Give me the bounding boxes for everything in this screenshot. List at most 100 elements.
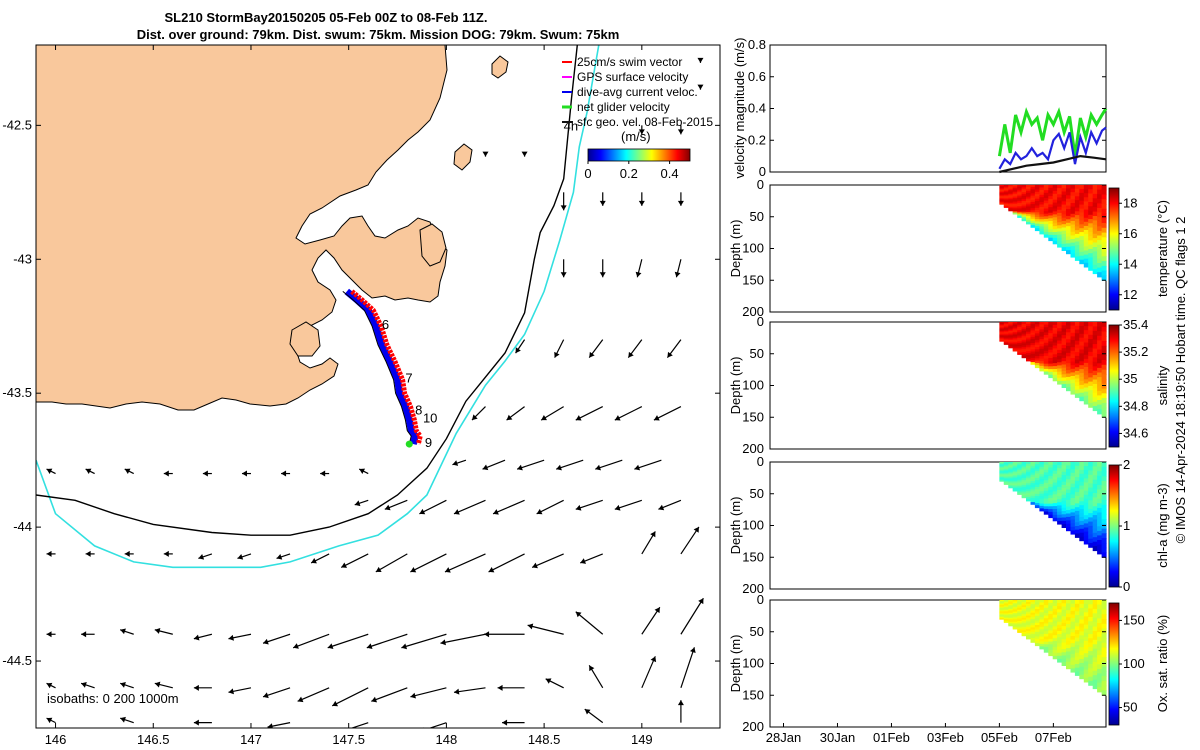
section-cell xyxy=(999,609,1005,612)
section-cell xyxy=(1034,622,1040,626)
section-cell xyxy=(1057,517,1063,522)
section-cell xyxy=(1008,200,1014,203)
section-cell xyxy=(1034,643,1040,647)
section-cell xyxy=(1061,367,1067,372)
section-cell xyxy=(1092,361,1098,367)
section-cell xyxy=(1088,600,1094,605)
section-cell xyxy=(1097,512,1103,518)
section-cell xyxy=(1057,377,1063,382)
current-vector-arrow xyxy=(674,259,682,278)
section-cell xyxy=(1057,356,1063,360)
section-cell xyxy=(1003,474,1009,476)
section-cell xyxy=(1012,607,1018,610)
section-cell xyxy=(1003,475,1009,478)
section-cell xyxy=(1039,202,1045,206)
section-cell xyxy=(1083,616,1089,622)
section-cell xyxy=(1061,240,1067,245)
section-cell xyxy=(1039,604,1045,608)
section-cell xyxy=(1008,616,1014,619)
section-cell xyxy=(1030,491,1036,495)
section-cell xyxy=(1021,485,1027,488)
section-cell xyxy=(1043,335,1049,339)
section-cell xyxy=(1061,642,1067,647)
section-cell xyxy=(1074,329,1080,334)
section-cell xyxy=(1074,648,1080,654)
section-cell xyxy=(1052,644,1058,648)
section-cell xyxy=(1012,200,1018,203)
section-cell xyxy=(1048,467,1054,471)
current-vector-arrow xyxy=(599,192,606,206)
section-cell xyxy=(1039,641,1045,645)
section-cell xyxy=(1052,214,1058,218)
section-cell xyxy=(1101,275,1107,281)
section-cell xyxy=(1012,480,1018,483)
section-cell xyxy=(1088,394,1094,400)
section-cell xyxy=(1057,649,1063,654)
section-cell xyxy=(1083,201,1089,207)
section-cell xyxy=(1061,380,1067,385)
section-cell xyxy=(1043,371,1049,375)
section-cell xyxy=(1061,198,1067,202)
section-cell xyxy=(1088,231,1094,237)
section-cell xyxy=(999,199,1005,201)
section-cell xyxy=(1101,261,1107,267)
section-cell xyxy=(1052,342,1058,347)
section-cell xyxy=(1088,339,1094,344)
section-cell xyxy=(1021,199,1027,202)
section-cell xyxy=(1039,624,1045,628)
section-cell xyxy=(1026,621,1031,624)
section-cell xyxy=(1088,214,1094,220)
section-cell xyxy=(1003,607,1009,610)
current-vector-arrow xyxy=(527,623,564,635)
section-cell xyxy=(1003,195,1009,197)
section-cell xyxy=(1017,619,1023,622)
section-cell xyxy=(1012,620,1018,623)
section-cell xyxy=(1074,656,1080,661)
current-vector-arrow xyxy=(163,470,173,477)
section-cell xyxy=(1043,498,1049,502)
section-cell xyxy=(999,328,1005,331)
current-vector-arrow xyxy=(80,682,95,689)
section-cell xyxy=(1092,670,1098,676)
current-vector-arrow xyxy=(584,708,604,724)
section-cell xyxy=(1017,191,1023,194)
section-cell xyxy=(1083,665,1089,671)
section-cell xyxy=(1048,198,1054,203)
section-cell xyxy=(1021,343,1027,346)
section-cell xyxy=(1088,351,1094,357)
section-cell xyxy=(1057,362,1063,366)
section-cell xyxy=(1003,328,1009,331)
current-vector-arrow xyxy=(384,499,408,511)
section-cell xyxy=(1083,645,1089,650)
section-cell xyxy=(1017,331,1023,334)
track-swim-red xyxy=(350,289,423,445)
section-cell xyxy=(1003,482,1009,484)
section-cell xyxy=(1043,490,1049,494)
section-cell xyxy=(1066,499,1071,504)
section-cell xyxy=(1092,675,1098,681)
section-cell xyxy=(1021,614,1027,617)
legend-gps-velocity: GPS surface velocity xyxy=(577,70,688,84)
section-cell xyxy=(1057,331,1063,335)
land-main-polygon xyxy=(36,45,448,411)
section-cell xyxy=(999,617,1005,619)
section-cell xyxy=(1088,646,1094,652)
section-cell xyxy=(1101,609,1107,615)
section-cell xyxy=(1057,203,1063,208)
section-cell xyxy=(1057,368,1063,373)
section-cell xyxy=(1092,211,1098,217)
section-cell xyxy=(1039,322,1045,325)
section-cell xyxy=(1079,600,1085,605)
section-cell xyxy=(1083,498,1089,504)
section-cell xyxy=(1030,483,1036,486)
section-cell xyxy=(1088,479,1094,484)
section-cell xyxy=(1012,349,1018,352)
section-cell xyxy=(1008,471,1014,473)
section-cell xyxy=(1021,354,1027,357)
section-cell xyxy=(1017,209,1023,212)
current-vector-arrow xyxy=(310,553,330,564)
land-island-north xyxy=(491,55,509,79)
section-cell xyxy=(1030,600,1036,603)
section-cell xyxy=(1097,217,1103,223)
section-cell xyxy=(1017,344,1023,347)
